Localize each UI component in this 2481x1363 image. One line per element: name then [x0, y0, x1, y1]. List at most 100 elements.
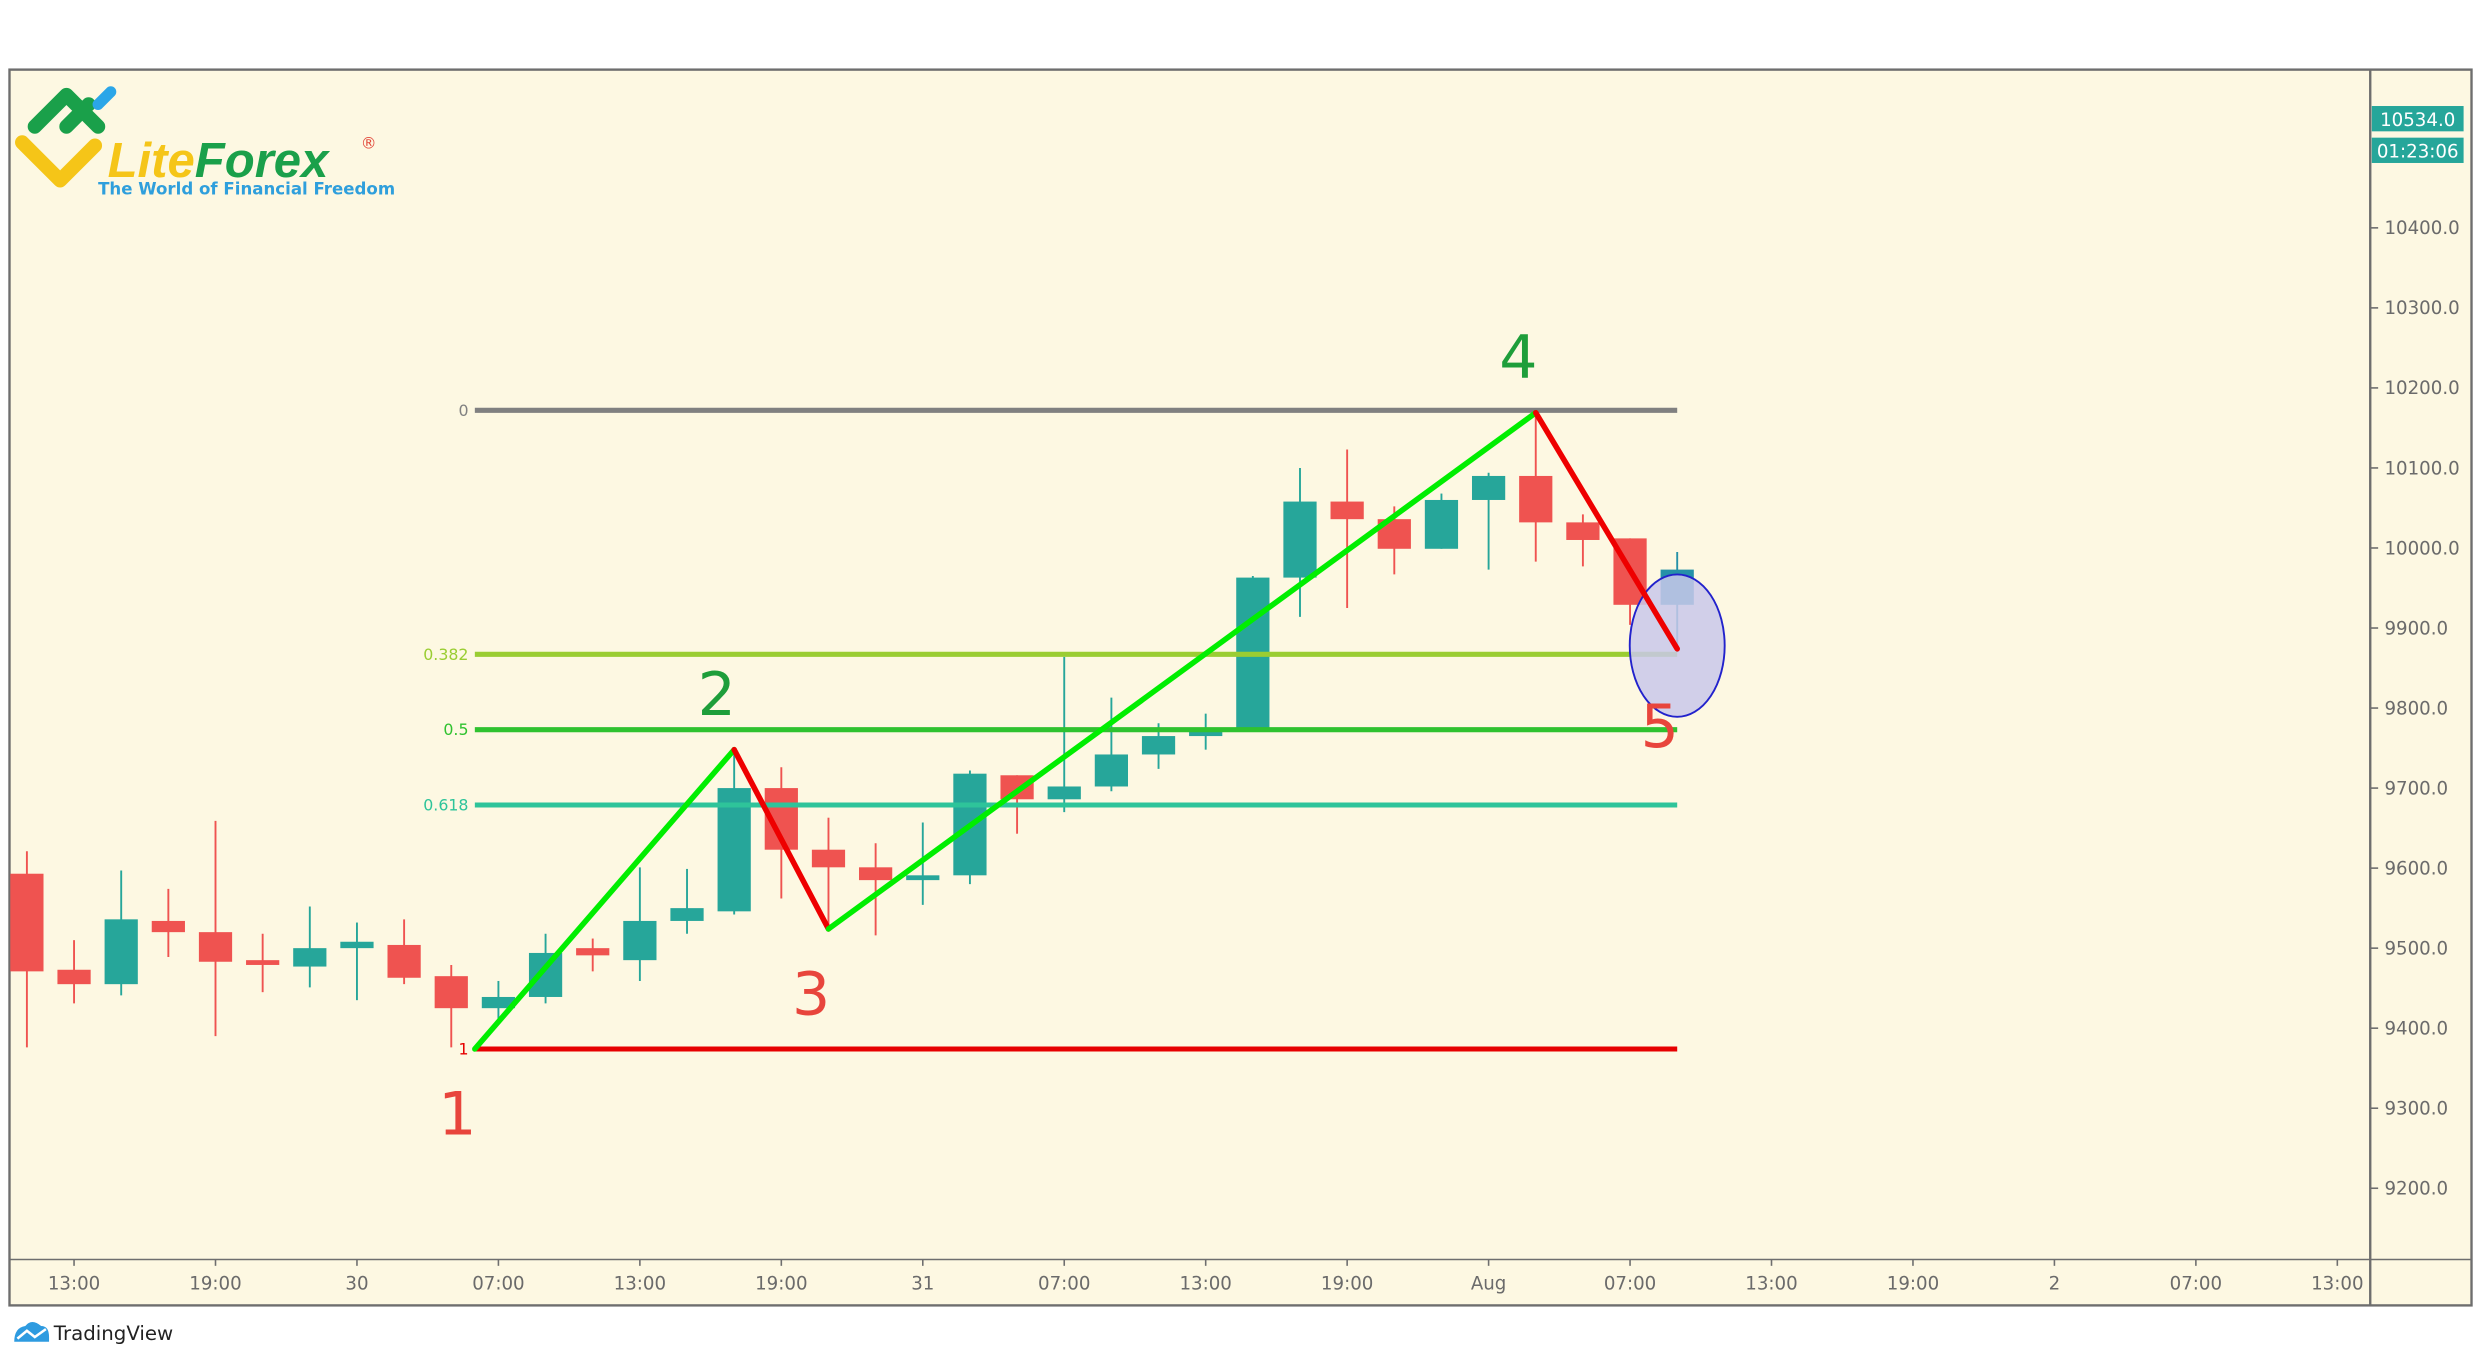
price-tick-label: 9800.0: [2384, 698, 2448, 719]
price-tick-label: 9600.0: [2384, 858, 2448, 879]
price-tick-label: 9500.0: [2384, 938, 2448, 959]
candle: [246, 933, 280, 993]
wave-segment[interactable]: [731, 746, 832, 932]
candle: [1424, 493, 1459, 549]
time-tick-label: 13:00: [1745, 1274, 1797, 1295]
bar-countdown: 01:23:06: [2377, 141, 2459, 162]
wave-label-2: 2: [698, 660, 736, 730]
candle-body: [1189, 731, 1223, 737]
time-tick-label: 19:00: [189, 1274, 241, 1295]
candle-body: [1000, 775, 1034, 800]
candle: [576, 938, 610, 972]
candle-body: [1424, 499, 1459, 549]
candle: [1330, 449, 1364, 609]
price-tick-label: 9900.0: [2384, 618, 2448, 639]
wave-segment[interactable]: [472, 746, 737, 1052]
wave-labels: 1 2 3 4 5: [438, 323, 1679, 1150]
time-tick-label: 07:00: [2170, 1274, 2222, 1295]
time-tick-label: 13:00: [2311, 1274, 2363, 1295]
candle: [481, 980, 516, 1023]
candle-body: [293, 948, 327, 967]
time-tick-label: 30: [345, 1274, 368, 1295]
candle-body: [623, 920, 657, 961]
candle: [57, 940, 91, 1004]
candle-body: [1471, 475, 1506, 500]
candle: [198, 820, 233, 1037]
candle-body: [811, 849, 846, 868]
time-tick-label: 07:00: [1604, 1274, 1656, 1295]
price-tick-label: 10200.0: [2384, 378, 2459, 399]
candle: [10, 851, 44, 1048]
candle-body: [104, 919, 138, 985]
price-tick-label: 9700.0: [2384, 778, 2448, 799]
fib-level-label: 0: [458, 401, 468, 420]
candle: [811, 817, 846, 929]
wave-label-5: 5: [1641, 692, 1679, 762]
liteforex-emblem-icon: [15, 86, 117, 188]
candle: [434, 964, 468, 1048]
candle-body: [387, 944, 421, 978]
candle-body: [340, 941, 374, 949]
candle-body: [481, 996, 516, 1009]
candle-body: [906, 875, 940, 881]
candle: [859, 843, 893, 936]
candle: [151, 888, 185, 957]
time-axis[interactable]: 13:00 19:00 30 07:00 13:00 19:00 31 07:00 13:00 1…: [48, 1259, 2364, 1295]
current-price-badge: 10534.0 01:23:06: [2371, 106, 2464, 163]
candle-body: [151, 920, 185, 933]
candle: [1094, 697, 1129, 792]
candle-body: [670, 908, 704, 921]
candle-body: [528, 952, 563, 997]
time-tick-label: 13:00: [48, 1274, 100, 1295]
candle: [1283, 467, 1317, 617]
candle: [528, 933, 563, 1004]
candle-body: [576, 948, 610, 956]
time-tick-label: 19:00: [1321, 1274, 1373, 1295]
price-tick-label: 9300.0: [2384, 1099, 2448, 1120]
wave-label-3: 3: [792, 959, 830, 1029]
price-tick-label: 10000.0: [2384, 538, 2459, 559]
wave-segment[interactable]: [825, 409, 1539, 932]
candle: [340, 922, 374, 1001]
tradingview-attribution[interactable]: TradingView: [14, 1322, 173, 1345]
candle: [293, 906, 327, 988]
candle-body: [1519, 475, 1553, 523]
candle: [1047, 656, 1081, 813]
fib-level-label: 0.618: [423, 796, 468, 815]
tradingview-cloud-icon: [14, 1322, 50, 1342]
candle-body: [1047, 786, 1081, 800]
wave-label-4: 4: [1499, 323, 1537, 393]
candle-body: [434, 976, 468, 1009]
time-tick-label: 19:00: [755, 1274, 807, 1295]
candle: [623, 867, 657, 981]
logo-tagline: The World of Financial Freedom: [98, 180, 395, 199]
candle-body: [859, 867, 893, 881]
candle: [670, 868, 704, 934]
time-tick-label: Aug: [1471, 1274, 1507, 1295]
candle-body: [57, 969, 91, 985]
candle: [104, 870, 138, 996]
time-tick-label: 07:00: [472, 1274, 524, 1295]
liteforex-logo: LiteForex ® The World of Financial Freed…: [15, 86, 395, 199]
time-tick-label: 13:00: [1179, 1274, 1231, 1295]
candle: [1471, 472, 1506, 570]
candle-body: [1094, 754, 1129, 787]
candle-body: [717, 788, 751, 912]
price-axis[interactable]: 10400.0 10300.0 10200.0 10100.0 10000.0 9900.…: [2370, 218, 2460, 1200]
svg-text:LiteForex: LiteForex: [108, 134, 330, 188]
elliott-wave-lines[interactable]: [472, 409, 1680, 1052]
time-tick-label: 31: [911, 1274, 934, 1295]
candle: [1519, 414, 1553, 562]
price-tick-label: 9200.0: [2384, 1179, 2448, 1200]
candle-body: [1566, 522, 1600, 540]
time-tick-label: 2: [2049, 1274, 2061, 1295]
wave-segment[interactable]: [1532, 409, 1680, 652]
price-tick-label: 10300.0: [2384, 298, 2459, 319]
chart-pane[interactable]: 0 0.382 0.5 0.618 1 1 2 3 4 5: [8, 68, 2473, 1307]
time-tick-label: 07:00: [1038, 1274, 1090, 1295]
fibonacci-retracement[interactable]: 0 0.382 0.5 0.618 1: [423, 401, 1678, 1059]
price-tick-label: 9400.0: [2384, 1019, 2448, 1040]
price-tick-label: 10400.0: [2384, 218, 2459, 239]
candle-body: [1330, 501, 1364, 520]
